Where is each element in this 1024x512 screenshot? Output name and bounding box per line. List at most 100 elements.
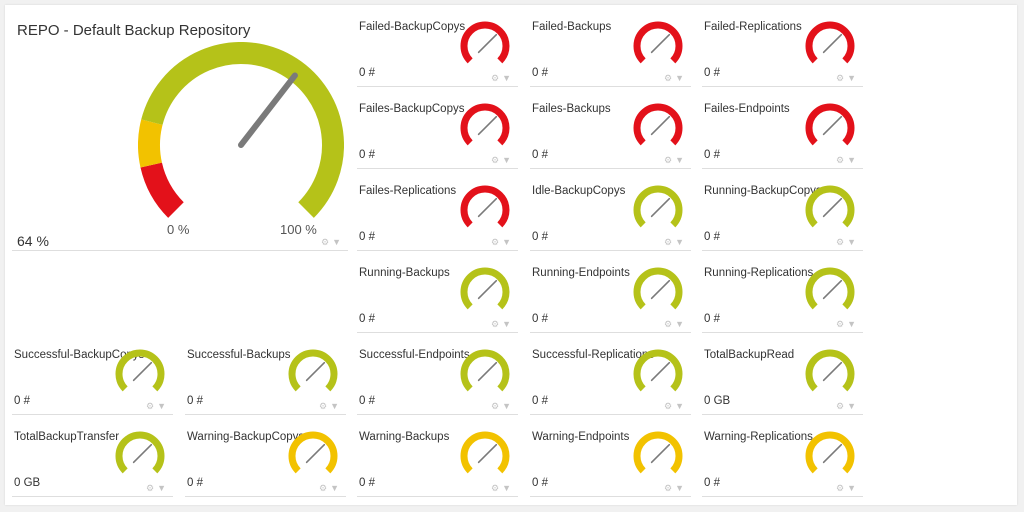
sensor-gauge bbox=[805, 349, 855, 392]
sensor-tools: ⚙▼ bbox=[146, 402, 169, 411]
pin-icon[interactable]: ▼ bbox=[332, 237, 344, 247]
pin-icon[interactable]: ▼ bbox=[502, 155, 514, 165]
sensor-value: 0 # bbox=[359, 231, 375, 243]
sensor-tile[interactable]: Warning-BackupCopys 0 # ⚙▼ bbox=[185, 422, 346, 497]
gear-icon[interactable]: ⚙ bbox=[319, 483, 331, 493]
sensor-tile[interactable]: Running-Backups 0 # ⚙▼ bbox=[357, 258, 518, 333]
sensor-tools: ⚙▼ bbox=[491, 402, 514, 411]
sensor-gauge-needle bbox=[477, 361, 498, 382]
sensor-tile[interactable]: Failes-BackupCopys 0 # ⚙▼ bbox=[357, 94, 518, 169]
pin-icon[interactable]: ▼ bbox=[847, 155, 859, 165]
gear-icon[interactable]: ⚙ bbox=[491, 319, 503, 329]
pin-icon[interactable]: ▼ bbox=[330, 401, 342, 411]
gear-icon[interactable]: ⚙ bbox=[664, 401, 676, 411]
gear-icon[interactable]: ⚙ bbox=[836, 73, 848, 83]
pin-icon[interactable]: ▼ bbox=[502, 319, 514, 329]
sensor-tools: ⚙▼ bbox=[664, 320, 687, 329]
sensor-tools: ⚙▼ bbox=[836, 484, 859, 493]
sensor-tools: ⚙▼ bbox=[491, 238, 514, 247]
pin-icon[interactable]: ▼ bbox=[847, 73, 859, 83]
sensor-tile[interactable]: Successful-BackupCopys 0 # ⚙▼ bbox=[12, 340, 173, 415]
sensor-tile[interactable]: Successful-Endpoints 0 # ⚙▼ bbox=[357, 340, 518, 415]
main-gauge-tile[interactable]: REPO - Default Backup Repository 0 % 100… bbox=[12, 12, 348, 251]
gear-icon[interactable]: ⚙ bbox=[146, 401, 158, 411]
gear-icon[interactable]: ⚙ bbox=[491, 401, 503, 411]
sensor-tile[interactable]: TotalBackupTransfer 0 GB ⚙▼ bbox=[12, 422, 173, 497]
sensor-gauge-arc bbox=[805, 21, 855, 64]
gear-icon[interactable]: ⚙ bbox=[836, 237, 848, 247]
pin-icon[interactable]: ▼ bbox=[502, 73, 514, 83]
gear-icon[interactable]: ⚙ bbox=[836, 401, 848, 411]
gear-icon[interactable]: ⚙ bbox=[664, 73, 676, 83]
sensor-tools: ⚙▼ bbox=[319, 402, 342, 411]
sensor-gauge bbox=[805, 185, 855, 228]
sensor-tile[interactable]: Failes-Backups 0 # ⚙▼ bbox=[530, 94, 691, 169]
sensor-gauge bbox=[633, 349, 683, 392]
pin-icon[interactable]: ▼ bbox=[157, 401, 169, 411]
sensor-tile[interactable]: Failed-Replications 0 # ⚙▼ bbox=[702, 12, 863, 87]
pin-icon[interactable]: ▼ bbox=[675, 237, 687, 247]
sensor-tile[interactable]: Running-Replications 0 # ⚙▼ bbox=[702, 258, 863, 333]
gear-icon[interactable]: ⚙ bbox=[491, 73, 503, 83]
pin-icon[interactable]: ▼ bbox=[502, 401, 514, 411]
sensor-gauge-arc bbox=[115, 349, 165, 392]
sensor-label: Failed-BackupCopys bbox=[359, 21, 466, 33]
gear-icon[interactable]: ⚙ bbox=[491, 237, 503, 247]
sensor-tile[interactable]: Failes-Replications 0 # ⚙▼ bbox=[357, 176, 518, 251]
sensor-value: 0 # bbox=[532, 231, 548, 243]
gear-icon[interactable]: ⚙ bbox=[836, 483, 848, 493]
sensor-tile[interactable]: Successful-Backups 0 # ⚙▼ bbox=[185, 340, 346, 415]
sensor-label: Successful-Replications bbox=[532, 349, 655, 361]
sensor-gauge-needle bbox=[477, 197, 498, 218]
pin-icon[interactable]: ▼ bbox=[157, 483, 169, 493]
sensor-gauge-arc bbox=[805, 103, 855, 146]
gear-icon[interactable]: ⚙ bbox=[491, 483, 503, 493]
pin-icon[interactable]: ▼ bbox=[675, 73, 687, 83]
gear-icon[interactable]: ⚙ bbox=[146, 483, 158, 493]
gear-icon[interactable]: ⚙ bbox=[664, 483, 676, 493]
sensor-gauge bbox=[805, 103, 855, 146]
pin-icon[interactable]: ▼ bbox=[675, 319, 687, 329]
sensor-tile[interactable]: Failed-BackupCopys 0 # ⚙▼ bbox=[357, 12, 518, 87]
pin-icon[interactable]: ▼ bbox=[502, 483, 514, 493]
sensor-gauge-needle bbox=[650, 197, 671, 218]
sensor-tile[interactable]: TotalBackupRead 0 GB ⚙▼ bbox=[702, 340, 863, 415]
sensor-tile[interactable]: Warning-Backups 0 # ⚙▼ bbox=[357, 422, 518, 497]
pin-icon[interactable]: ▼ bbox=[847, 319, 859, 329]
sensor-value: 0 GB bbox=[14, 477, 41, 489]
sensor-tile[interactable]: Successful-Replications 0 # ⚙▼ bbox=[530, 340, 691, 415]
sensor-tools: ⚙▼ bbox=[664, 238, 687, 247]
pin-icon[interactable]: ▼ bbox=[847, 483, 859, 493]
gear-icon[interactable]: ⚙ bbox=[836, 319, 848, 329]
gear-icon[interactable]: ⚙ bbox=[836, 155, 848, 165]
gear-icon[interactable]: ⚙ bbox=[319, 401, 331, 411]
pin-icon[interactable]: ▼ bbox=[847, 401, 859, 411]
sensor-value: 0 # bbox=[704, 477, 720, 489]
gear-icon[interactable]: ⚙ bbox=[664, 319, 676, 329]
sensor-gauge bbox=[460, 431, 510, 474]
sensor-tile[interactable]: Idle-BackupCopys 0 # ⚙▼ bbox=[530, 176, 691, 251]
pin-icon[interactable]: ▼ bbox=[675, 155, 687, 165]
sensor-tile[interactable]: Running-BackupCopys 0 # ⚙▼ bbox=[702, 176, 863, 251]
gear-icon[interactable]: ⚙ bbox=[491, 155, 503, 165]
sensor-label: TotalBackupTransfer bbox=[14, 431, 120, 443]
sensor-tools: ⚙▼ bbox=[836, 156, 859, 165]
sensor-label: Failed-Replications bbox=[704, 21, 802, 33]
sensor-tile[interactable]: Failes-Endpoints 0 # ⚙▼ bbox=[702, 94, 863, 169]
sensor-tile[interactable]: Warning-Replications 0 # ⚙▼ bbox=[702, 422, 863, 497]
sensor-tile[interactable]: Failed-Backups 0 # ⚙▼ bbox=[530, 12, 691, 87]
gear-icon[interactable]: ⚙ bbox=[664, 155, 676, 165]
sensor-tile[interactable]: Warning-Endpoints 0 # ⚙▼ bbox=[530, 422, 691, 497]
sensor-tools: ⚙▼ bbox=[664, 402, 687, 411]
pin-icon[interactable]: ▼ bbox=[675, 483, 687, 493]
pin-icon[interactable]: ▼ bbox=[330, 483, 342, 493]
gear-icon[interactable]: ⚙ bbox=[664, 237, 676, 247]
sensor-gauge-arc bbox=[460, 21, 510, 64]
gear-icon[interactable]: ⚙ bbox=[321, 237, 333, 247]
pin-icon[interactable]: ▼ bbox=[675, 401, 687, 411]
sensor-tile[interactable]: Running-Endpoints 0 # ⚙▼ bbox=[530, 258, 691, 333]
pin-icon[interactable]: ▼ bbox=[847, 237, 859, 247]
pin-icon[interactable]: ▼ bbox=[502, 237, 514, 247]
sensor-gauge-arc bbox=[460, 431, 510, 474]
sensor-gauge-arc bbox=[805, 349, 855, 392]
